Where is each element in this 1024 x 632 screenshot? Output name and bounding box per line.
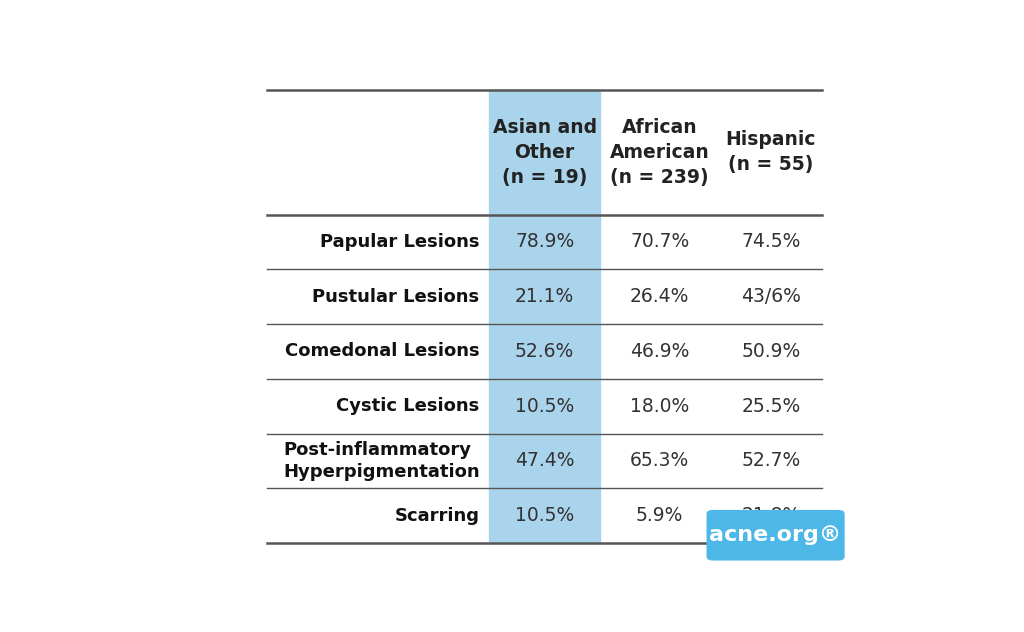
Text: 25.5%: 25.5% (741, 397, 801, 416)
FancyBboxPatch shape (707, 510, 845, 561)
Text: African
American
(n = 239): African American (n = 239) (610, 118, 710, 187)
Text: 21.1%: 21.1% (515, 287, 574, 306)
Text: 18.0%: 18.0% (630, 397, 689, 416)
Text: 10.5%: 10.5% (515, 397, 574, 416)
Text: 10.5%: 10.5% (515, 506, 574, 525)
Text: Comedonal Lesions: Comedonal Lesions (285, 343, 479, 360)
Text: 78.9%: 78.9% (515, 233, 574, 252)
Text: 65.3%: 65.3% (630, 451, 689, 470)
Text: 52.6%: 52.6% (515, 342, 574, 361)
Text: 70.7%: 70.7% (630, 233, 689, 252)
Text: acne.org®: acne.org® (710, 525, 842, 545)
Text: Hispanic
(n = 55): Hispanic (n = 55) (726, 130, 816, 174)
Text: 5.9%: 5.9% (636, 506, 683, 525)
Bar (489, 90, 600, 543)
Text: 74.5%: 74.5% (741, 233, 801, 252)
Text: 43/6%: 43/6% (741, 287, 801, 306)
Text: Post-inflammatory
Hyperpigmentation: Post-inflammatory Hyperpigmentation (283, 441, 479, 481)
Text: 47.4%: 47.4% (515, 451, 574, 470)
Text: Papular Lesions: Papular Lesions (321, 233, 479, 251)
Text: 46.9%: 46.9% (630, 342, 689, 361)
Text: Cystic Lesions: Cystic Lesions (336, 397, 479, 415)
Text: 21.8%: 21.8% (741, 506, 801, 525)
Text: 52.7%: 52.7% (741, 451, 801, 470)
Text: Scarring: Scarring (394, 507, 479, 525)
Text: Asian and
Other
(n = 19): Asian and Other (n = 19) (493, 118, 597, 187)
Text: Pustular Lesions: Pustular Lesions (312, 288, 479, 306)
Text: 50.9%: 50.9% (741, 342, 801, 361)
Text: 26.4%: 26.4% (630, 287, 689, 306)
